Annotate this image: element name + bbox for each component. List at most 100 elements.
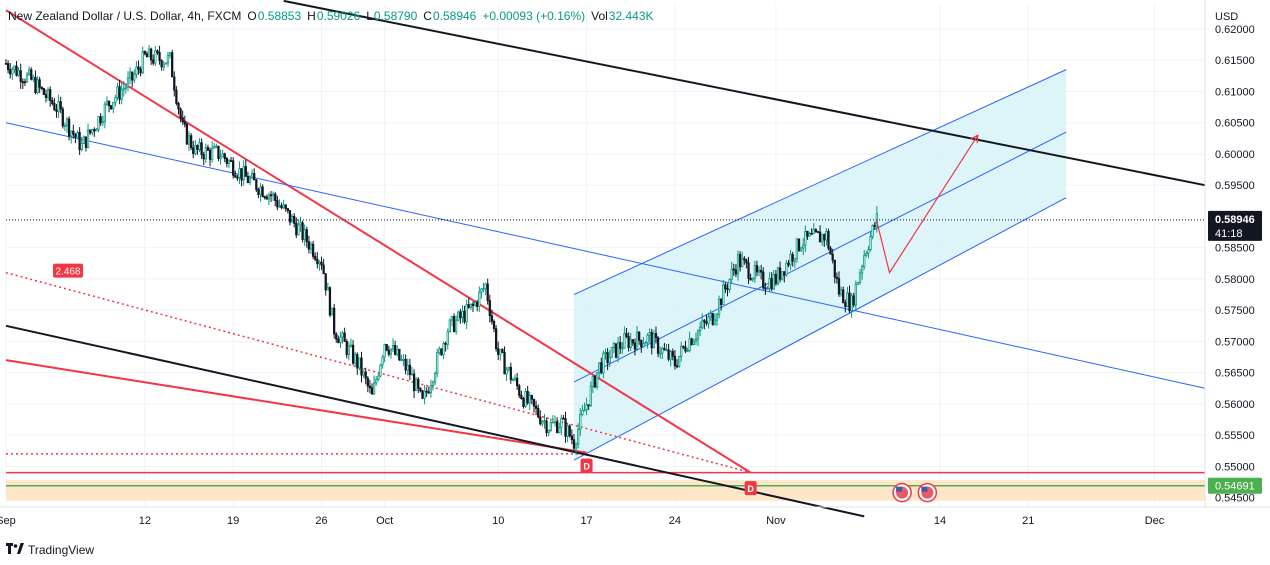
candle-body [32,76,35,80]
candle-body [534,405,538,409]
candle-body [764,287,767,290]
candle-body [738,254,742,268]
candle-body [705,321,708,324]
marker-d-0 [580,458,593,473]
candle-body [99,116,102,124]
candle-body [40,86,43,89]
price-tick-label: 0.56000 [1215,399,1255,411]
candle-body [476,301,479,307]
candle-body [532,398,536,407]
candle-body [778,267,782,280]
candle-body [856,282,860,285]
marker-d-1 [744,481,757,496]
candle-body [84,136,88,148]
candle-body [227,160,231,164]
candle-body [114,97,117,103]
candle-body [627,336,630,348]
candle-body [551,421,555,424]
candle-body [713,319,717,325]
candle-body [499,349,502,355]
candle-body [309,243,313,250]
candle-body [871,224,874,238]
candle-body [103,103,107,122]
candle-body [659,352,662,355]
candle-body [415,378,418,392]
candle-body [28,69,31,75]
candle-body [423,390,426,399]
candle-body [619,342,622,349]
candle-body [351,344,355,364]
open-value: 0.58853 [257,9,302,23]
candle-body [185,123,189,145]
candle-body [213,145,216,149]
candle-body [263,196,266,199]
candle-body [34,76,37,93]
candle-body [810,233,813,235]
candle-body [442,342,445,356]
us-flag-icon-canton [896,486,903,492]
candle-body [640,339,643,348]
candle-body [795,238,799,260]
candle-body [717,298,721,315]
candle-body [335,333,338,340]
close-label: C [423,9,432,23]
candle-body [593,376,597,388]
candle-body [13,65,16,70]
candle-body [171,52,174,78]
symbol-title[interactable]: New Zealand Dollar / U.S. Dollar, 4h, FX… [8,9,242,23]
candle-body [189,135,193,149]
candle-body [156,50,159,53]
candle-body [65,118,69,126]
trendline-blue-6 [5,122,1206,389]
candle-body [711,313,714,325]
candle-body [688,338,691,351]
candle-body [806,230,809,237]
candle-body [560,417,563,429]
price-tick-label: 0.55000 [1215,461,1255,473]
candle-body [854,283,857,306]
candle-body [747,262,750,279]
candle-body [776,267,780,284]
candle-body [600,362,603,374]
candle-body [438,348,441,354]
candle-body [288,210,292,223]
candle-body [694,338,698,342]
candle-body [831,253,834,261]
candle-body [793,258,796,262]
candle-body [46,89,50,98]
candle-body [162,63,165,68]
candle-body [503,351,506,375]
price-tick-label: 0.56500 [1215,368,1255,380]
candle-body [785,262,788,276]
volume-value: 32.443K [608,9,654,23]
candle-body [204,147,207,160]
candle-body [635,331,639,350]
candle-body [562,417,565,420]
candle-body [135,66,138,75]
candle-body [244,166,247,177]
candle-body [25,73,29,83]
candle-body [667,349,670,360]
candle-body [867,249,870,254]
candle-body [126,77,130,88]
candle-body [145,53,149,58]
candle-body [507,366,510,370]
brand-name: TradingView [28,542,95,557]
candle-body [858,272,862,283]
candle-body [74,133,77,138]
candle-body [242,166,245,181]
candle-body [825,230,828,241]
candle-body [394,345,397,355]
candle-body [486,283,489,301]
candle-body [484,283,487,290]
tradingview-brand[interactable]: TradingView [6,542,94,557]
candle-body [768,278,771,289]
candle-body [354,354,357,364]
candle-body [253,173,256,181]
trendline-red-2 [5,271,751,474]
candle-body [482,288,485,291]
candle-body [297,224,300,236]
candle-body [631,339,634,344]
